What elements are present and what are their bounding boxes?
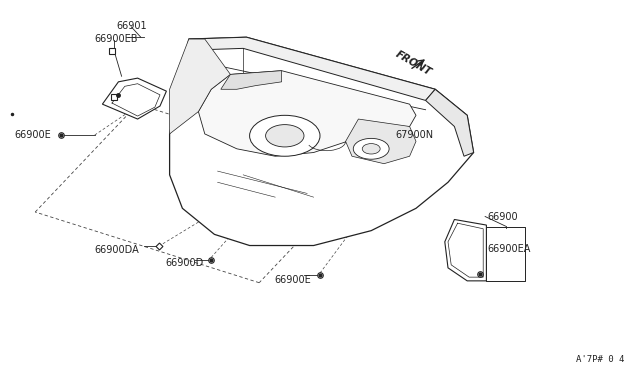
Polygon shape [221, 71, 282, 89]
Polygon shape [170, 39, 230, 134]
Polygon shape [445, 219, 486, 281]
Text: FRONT: FRONT [394, 49, 433, 77]
Polygon shape [102, 78, 166, 119]
Circle shape [266, 125, 304, 147]
Circle shape [250, 115, 320, 156]
Text: 66900EA: 66900EA [488, 244, 531, 254]
Circle shape [353, 138, 389, 159]
Text: 66900D: 66900D [165, 259, 204, 268]
Polygon shape [198, 71, 416, 156]
Polygon shape [170, 37, 474, 246]
Circle shape [362, 144, 380, 154]
Text: 66900DA: 66900DA [95, 245, 140, 255]
Polygon shape [189, 37, 435, 100]
Text: 66900E: 66900E [14, 130, 51, 140]
Text: A'7P# 0 4: A'7P# 0 4 [575, 355, 624, 364]
Polygon shape [426, 89, 474, 156]
Text: 67900N: 67900N [396, 130, 434, 140]
Text: 66900: 66900 [488, 212, 518, 221]
Text: 66901: 66901 [116, 21, 147, 31]
Text: 66900EB: 66900EB [95, 34, 138, 44]
Text: 66900E: 66900E [274, 275, 310, 285]
Polygon shape [346, 119, 416, 164]
